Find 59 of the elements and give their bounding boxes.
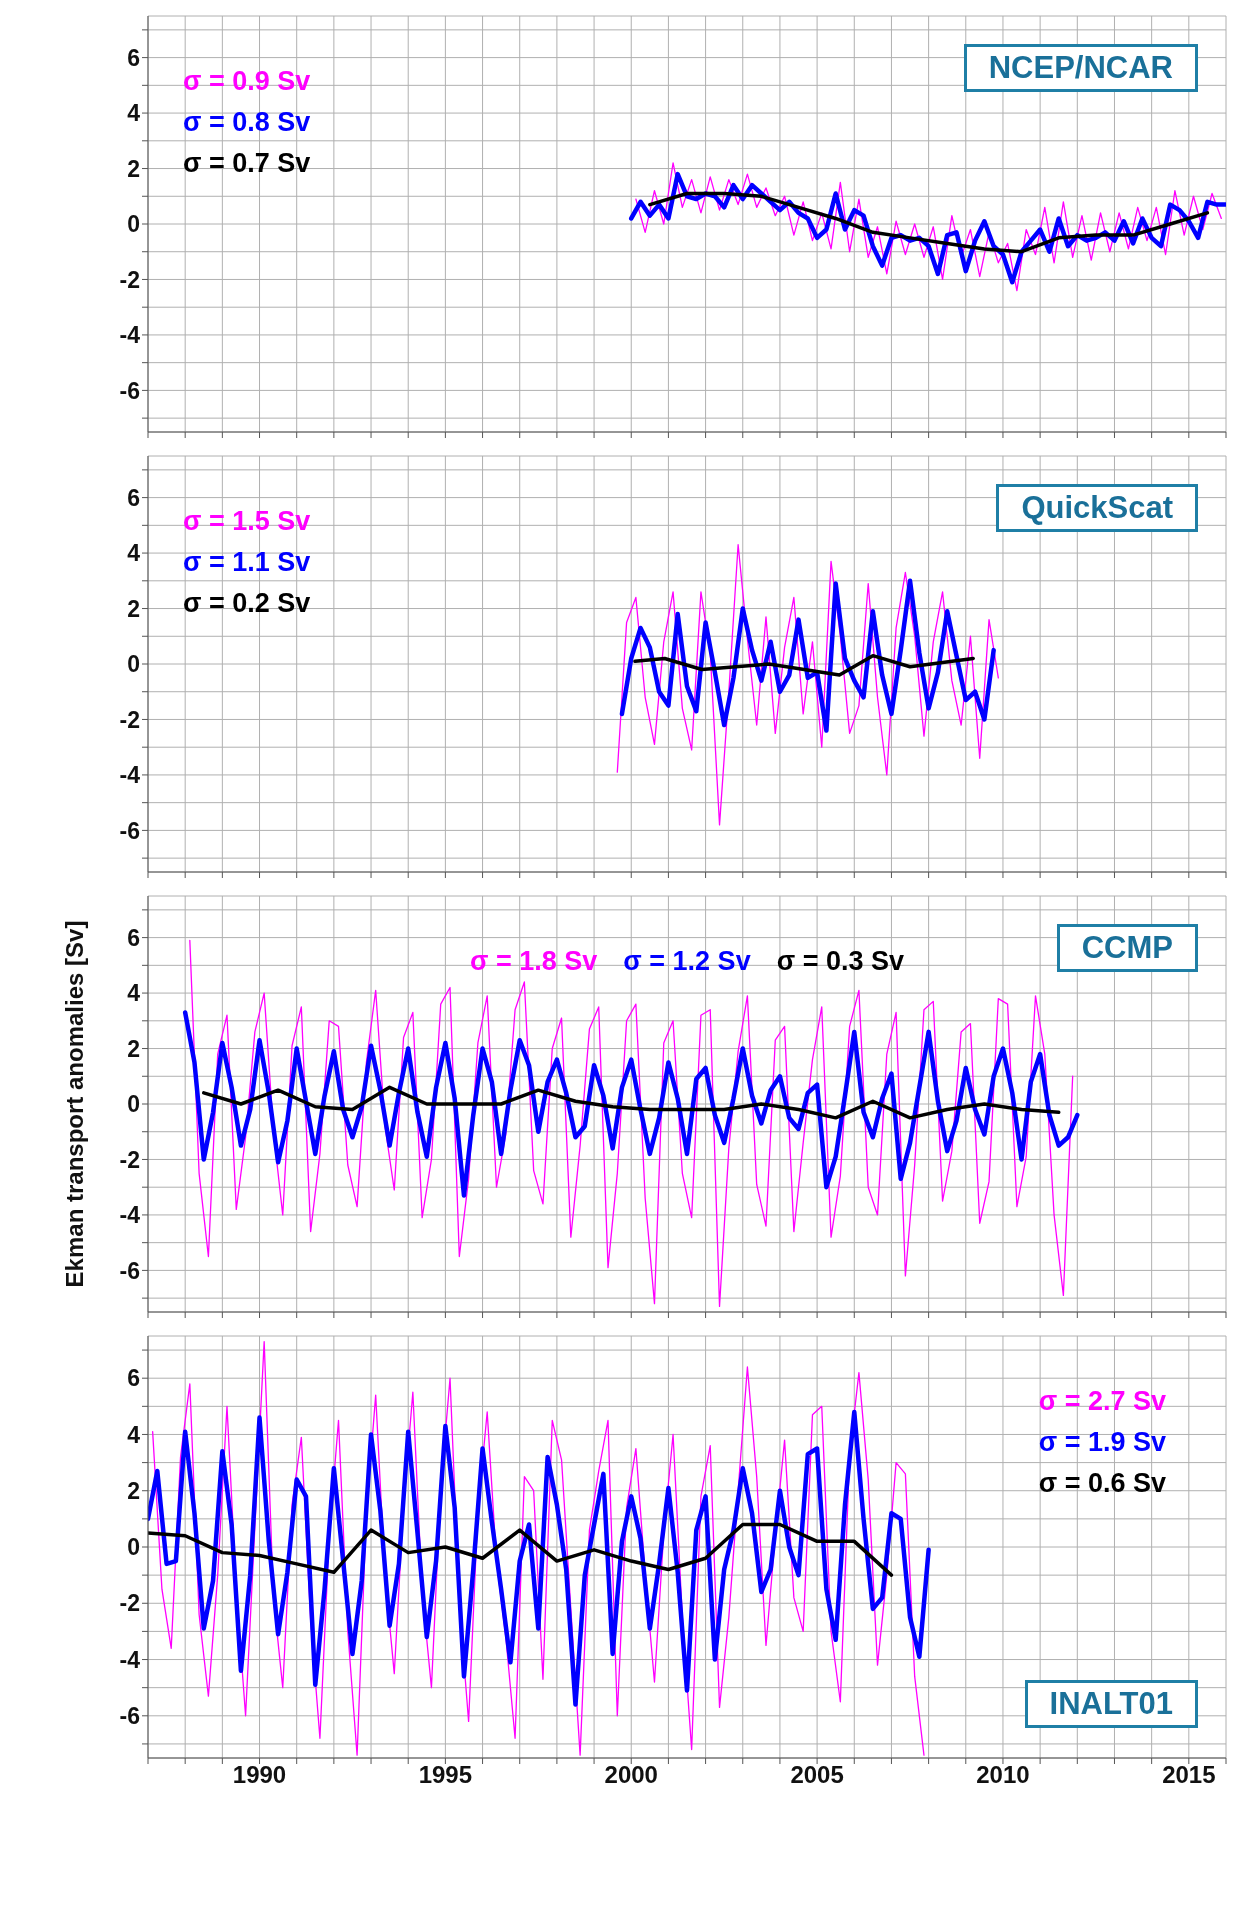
x-tick-label: 1995	[418, 1761, 473, 1789]
line-series	[619, 578, 996, 733]
y-tick-label: 2	[127, 595, 140, 622]
x-tick-label: 2010	[976, 1761, 1030, 1789]
line-series	[633, 653, 975, 677]
y-tick-label: 6	[127, 924, 140, 951]
x-tick-label: 2015	[1162, 1761, 1216, 1789]
text: INALT01	[1024, 1680, 1198, 1728]
y-tick-label: -4	[119, 1646, 141, 1673]
y-tick-label: -2	[119, 266, 140, 293]
x-tick-label: 1990	[232, 1761, 287, 1789]
y-tick-label: -2	[119, 1590, 140, 1617]
y-tick-label: 0	[127, 651, 140, 678]
y-tick-label: -6	[119, 817, 140, 844]
text: σ = 0.7 Sv	[183, 148, 311, 179]
y-tick-label: -6	[119, 377, 140, 404]
text: σ = 0.8 Sv	[183, 107, 311, 138]
x-tick-label: 2005	[790, 1761, 844, 1789]
y-tick-label: -2	[119, 706, 140, 733]
text: σ = 0.3 Sv	[776, 946, 904, 977]
line-series	[616, 544, 999, 826]
text: CCMP	[1056, 924, 1198, 972]
text: σ = 1.5 Sv	[183, 506, 311, 537]
text: σ = 0.6 Sv	[1038, 1468, 1166, 1499]
text: σ = 1.2 Sv	[623, 946, 751, 977]
y-tick-label: 6	[127, 1365, 140, 1392]
y-tick-label: 0	[127, 1534, 140, 1561]
y-tick-label: 6	[127, 484, 140, 511]
line-series	[648, 191, 1210, 254]
y-tick-label: 4	[127, 100, 141, 127]
text: σ = 1.9 Sv	[1038, 1427, 1166, 1458]
text: QuickScat	[996, 484, 1198, 532]
y-tick-label: 2	[127, 155, 140, 182]
y-tick-label: 2	[127, 1477, 140, 1504]
line-series	[202, 1085, 1061, 1120]
y-tick-label: 4	[127, 1421, 141, 1448]
y-tick-label: 0	[127, 211, 140, 238]
y-tick-label: 6	[127, 44, 140, 71]
y-tick-label: 2	[127, 1035, 140, 1062]
series-label: σ = 1.8 Sv	[470, 946, 598, 977]
line-series	[182, 1010, 1080, 1198]
y-tick-label: -6	[119, 1257, 140, 1284]
y-tick-label: 4	[127, 980, 141, 1007]
y-tick-label: -4	[119, 322, 141, 349]
text: NCEP/NCAR	[963, 44, 1198, 92]
text: σ = 1.1 Sv	[183, 547, 311, 578]
y-tick-label: 4	[127, 540, 141, 567]
text: σ = 0.9 Sv	[183, 66, 311, 97]
y-tick-label: -4	[119, 1202, 141, 1229]
y-tick-label: -6	[119, 1702, 140, 1729]
x-tick-label: 2000	[604, 1761, 658, 1789]
line-series	[148, 1522, 894, 1577]
y-axis-title: Ekman transport anomalies [Sv]	[60, 920, 88, 1288]
text: σ = 2.7 Sv	[1038, 1386, 1166, 1417]
line-series	[148, 1409, 931, 1707]
y-tick-label: -4	[119, 762, 141, 789]
text: σ = 0.2 Sv	[183, 588, 311, 619]
y-tick-label: -2	[119, 1146, 140, 1173]
y-tick-label: 0	[127, 1091, 140, 1118]
